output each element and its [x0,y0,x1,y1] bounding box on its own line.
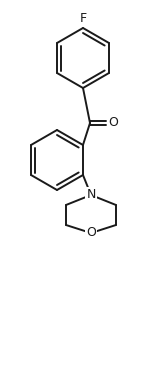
Text: O: O [86,226,96,240]
Text: N: N [86,189,96,201]
Text: O: O [108,116,118,130]
Text: F: F [79,12,86,25]
